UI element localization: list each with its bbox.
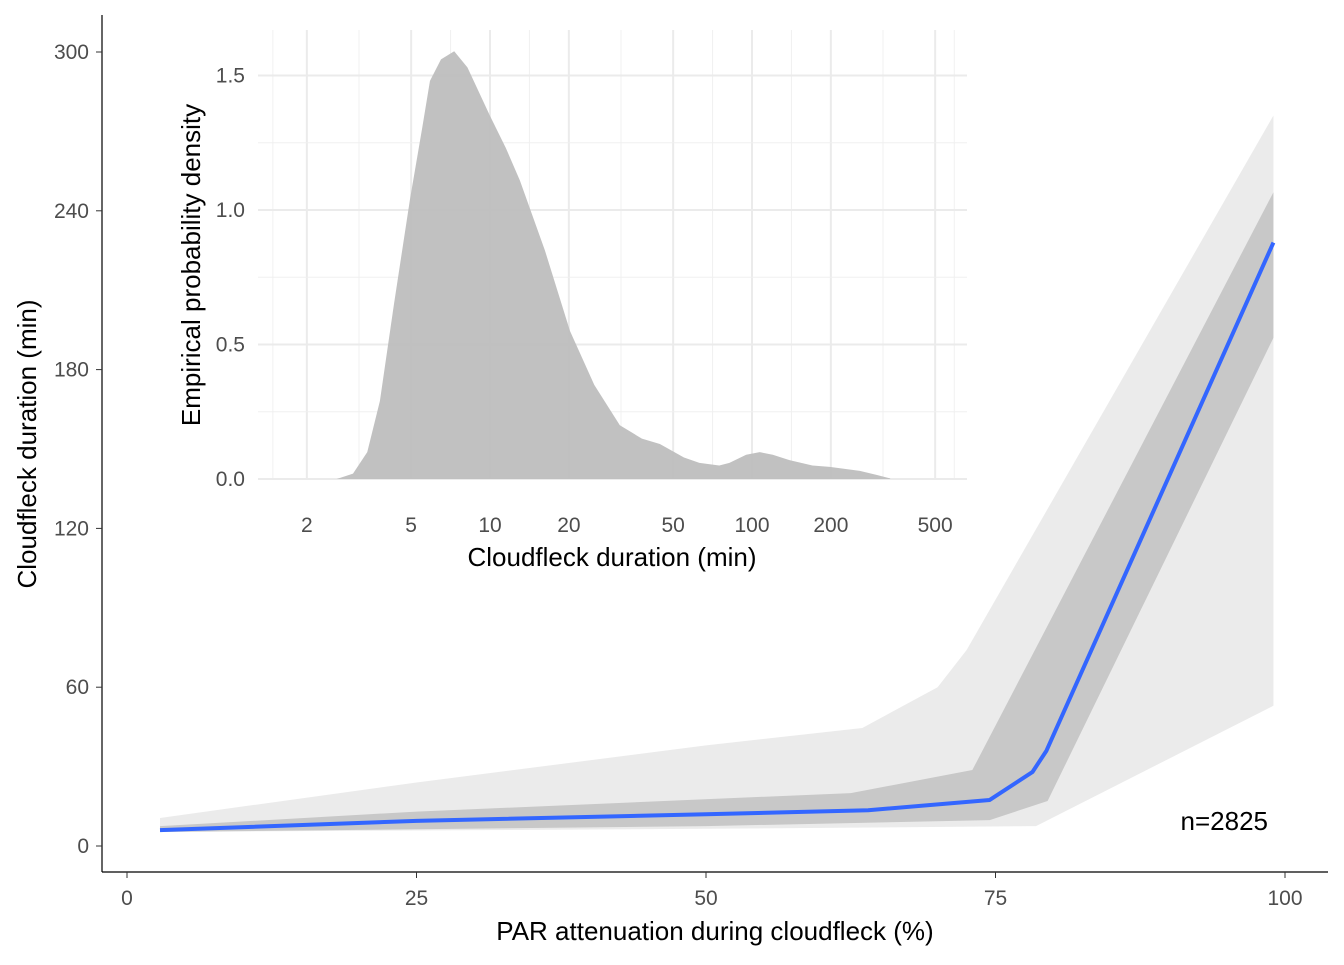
inset-x-tick-label: 20	[557, 514, 580, 537]
inset-y-tick-label: 0.0	[216, 468, 245, 491]
inset-y-tick-label: 1.5	[216, 65, 245, 88]
inset-density-plot: 2 5 10 20 50 100 200 500 0.0 0.5 1.0 1.5 Cloudflec…	[176, 30, 967, 572]
inset-x-tick-label: 2	[301, 514, 313, 537]
x-tick-label: 0	[121, 887, 133, 910]
inset-grid	[258, 30, 967, 480]
x-tick-label: 75	[984, 887, 1007, 910]
inset-x-tick-label: 5	[405, 514, 417, 537]
inset-x-tick-label: 500	[918, 514, 953, 537]
y-tick-label: 60	[66, 676, 89, 699]
y-tick-label: 300	[54, 41, 89, 64]
inset-y-ticks: 0.0 0.5 1.0 1.5	[216, 65, 245, 492]
inset-x-axis-title: Cloudfleck duration (min)	[467, 542, 756, 572]
inset-x-tick-label: 50	[661, 514, 684, 537]
inset-x-tick-label: 100	[734, 514, 769, 537]
main-bands	[160, 115, 1274, 832]
inset-x-tick-label: 10	[478, 514, 501, 537]
x-tick-label: 100	[1267, 887, 1302, 910]
y-tick-label: 240	[54, 200, 89, 223]
main-x-ticks: 0 25 50 75 100	[121, 872, 1303, 910]
inset-y-tick-label: 1.0	[216, 199, 245, 222]
sample-size-annotation: n=2825	[1181, 806, 1268, 836]
y-tick-label: 0	[77, 835, 89, 858]
density-area	[336, 51, 891, 479]
y-tick-label: 120	[54, 517, 89, 540]
inset-x-tick-label: 200	[813, 514, 848, 537]
main-y-ticks: 0 60 120 180 240 300	[54, 41, 102, 858]
main-line	[159, 241, 1276, 833]
x-tick-label: 25	[405, 887, 428, 910]
y-tick-label: 180	[54, 359, 89, 382]
inset-y-tick-label: 0.5	[216, 334, 245, 357]
x-tick-label: 50	[694, 887, 717, 910]
inset-y-axis-title: Empirical probability density	[176, 104, 206, 426]
inset-x-ticks: 2 5 10 20 50 100 200 500	[301, 514, 953, 537]
band-outer	[160, 115, 1274, 832]
median-line	[159, 241, 1276, 833]
main-x-axis-title: PAR attenuation during cloudfleck (%)	[496, 916, 933, 946]
main-y-axis-title: Cloudfleck duration (min)	[12, 299, 42, 588]
